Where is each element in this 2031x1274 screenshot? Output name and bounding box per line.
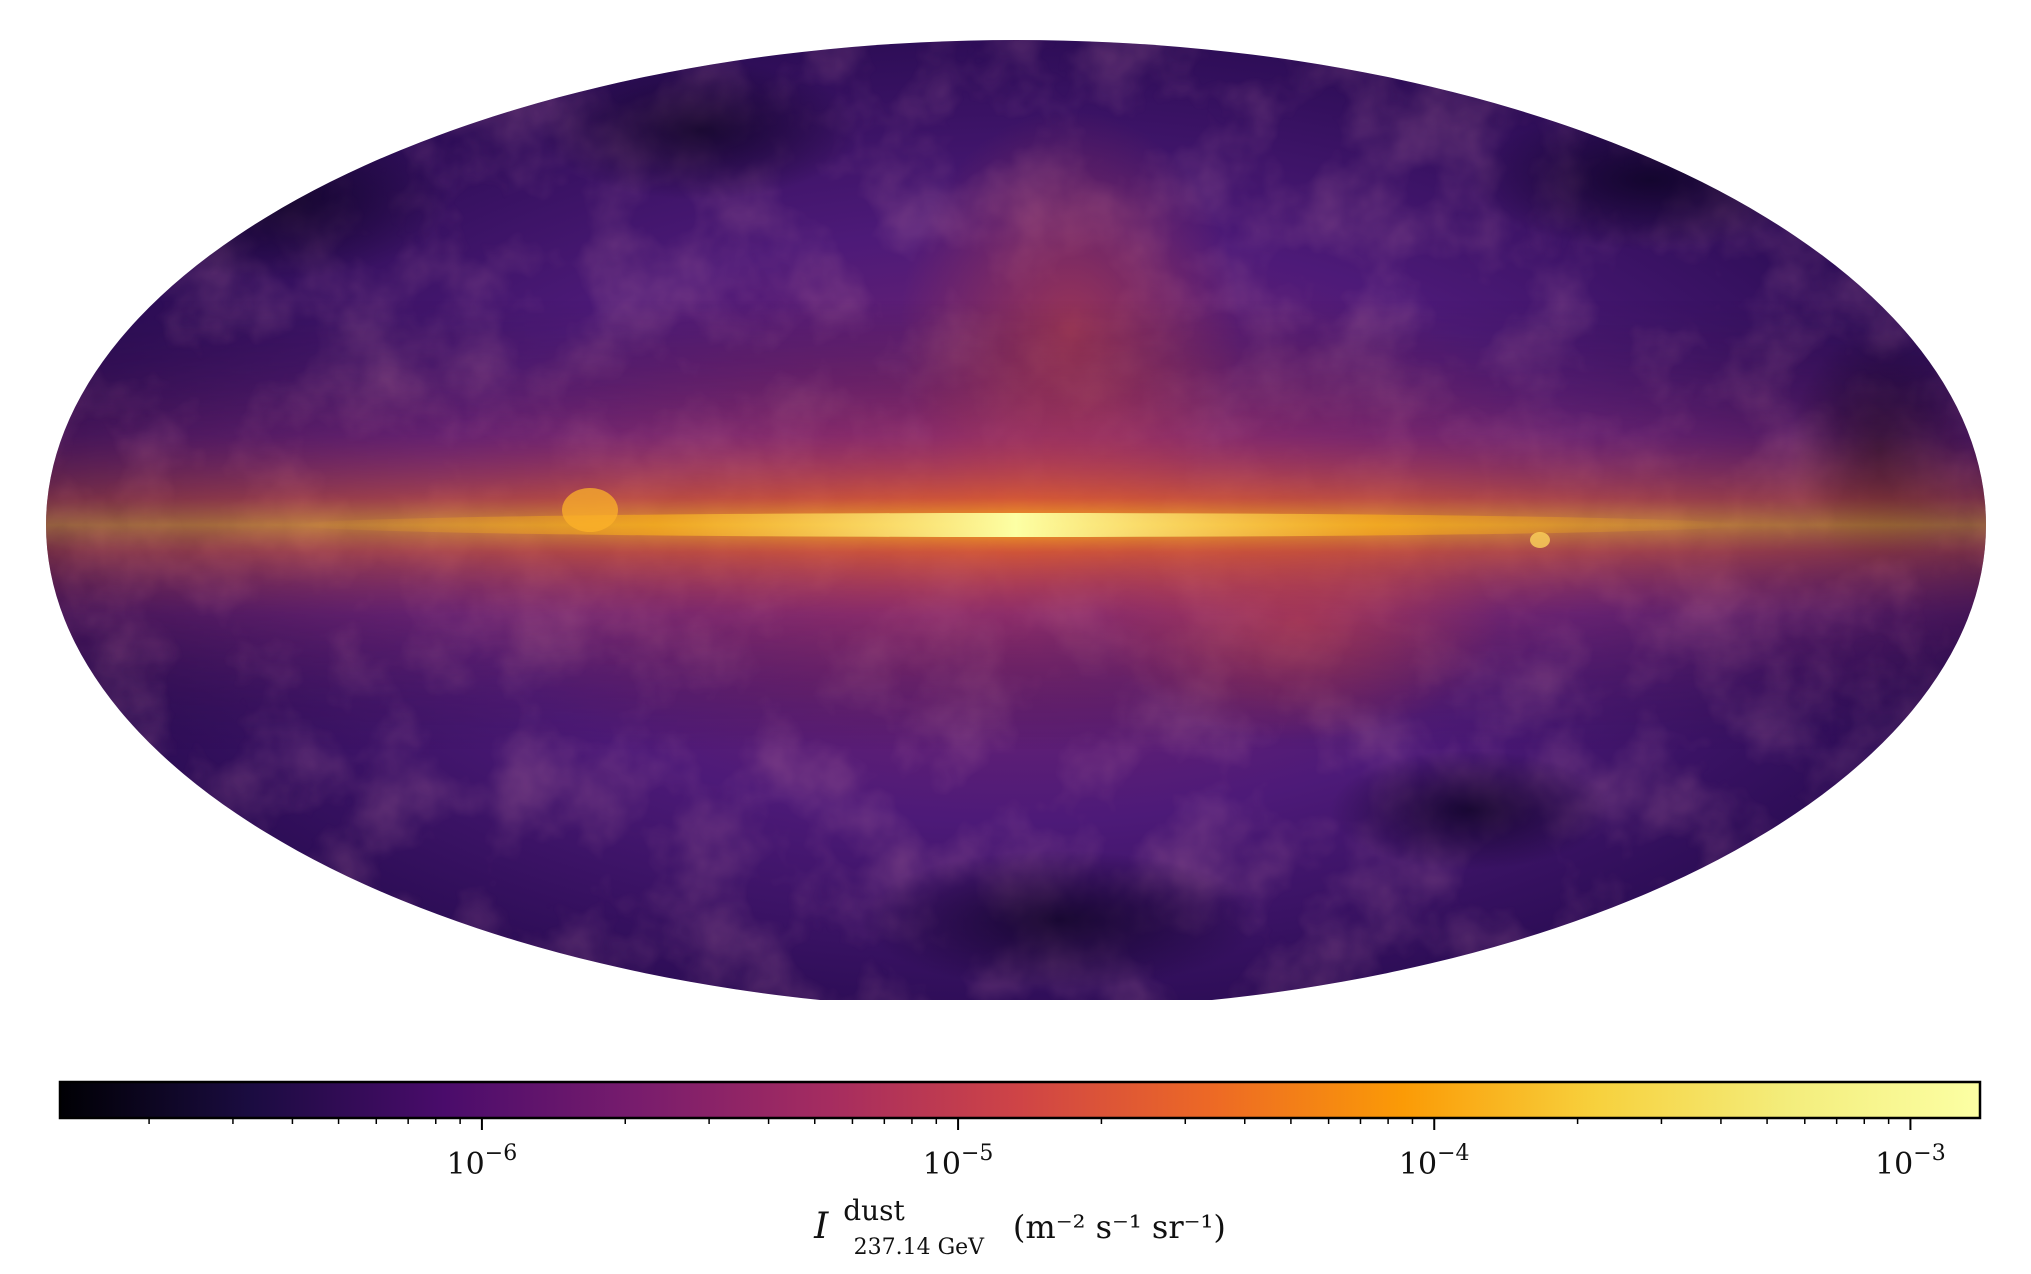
colorbar: 10−6 10−5 10−4 10−3 I dust 237.14 GeV (m⁻² … bbox=[58, 1080, 1982, 1263]
colorbar-tick-label: 10−3 bbox=[1875, 1141, 1946, 1182]
label-units: (m⁻² s⁻¹ sr⁻¹) bbox=[1013, 1208, 1226, 1246]
sky-map-content bbox=[46, 40, 1986, 1000]
colorbar-gradient bbox=[60, 1082, 1980, 1118]
colorbar-frame bbox=[58, 1080, 1982, 1120]
colorbar-tick-label: 10−6 bbox=[447, 1141, 518, 1182]
label-subscript: 237.14 GeV bbox=[854, 1235, 986, 1260]
colorbar-tick-label: 10−4 bbox=[1399, 1141, 1470, 1182]
colorbar-tick-label: 10−5 bbox=[923, 1141, 994, 1182]
colorbar-ticks bbox=[148, 1118, 1912, 1130]
label-symbol: I bbox=[813, 1206, 829, 1247]
colorbar-tick-labels: 10−6 10−5 10−4 10−3 bbox=[447, 1141, 1946, 1182]
label-superscript: dust bbox=[843, 1194, 905, 1227]
colorbar-axis-label: I dust 237.14 GeV (m⁻² s⁻¹ sr⁻¹) bbox=[813, 1189, 1226, 1263]
sky-map bbox=[46, 40, 1986, 1000]
